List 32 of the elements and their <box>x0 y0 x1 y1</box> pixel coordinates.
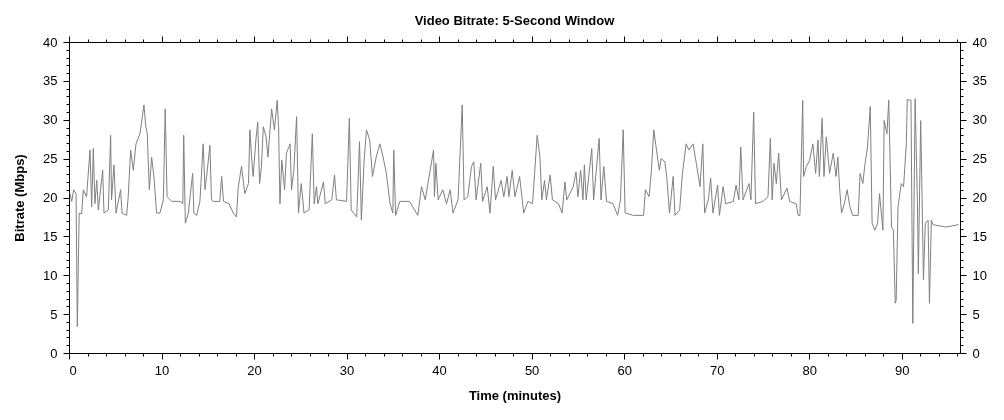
x-tick-label: 80 <box>802 362 817 378</box>
y2-tick-label: 0 <box>972 345 980 361</box>
y-tick-label: 20 <box>43 190 58 205</box>
chart-title: Video Bitrate: 5-Second Window <box>414 12 616 28</box>
y-tick-label: 40 <box>43 34 58 50</box>
x-tick-label: 30 <box>339 362 355 378</box>
y-tick-label: 30 <box>43 112 58 128</box>
y2-tick-label: 20 <box>972 190 987 205</box>
y2-tick-label: 25 <box>972 151 987 167</box>
x-tick-label: 50 <box>524 362 540 378</box>
x-axis-title: Time (minutes) <box>468 387 562 403</box>
y-tick-label: 0 <box>50 345 58 361</box>
x-tick-label: 0 <box>69 362 77 378</box>
line-series <box>69 98 959 328</box>
y-tick-label: 5 <box>50 306 58 322</box>
x-tick-label: 10 <box>154 362 170 378</box>
x-tick-label: 40 <box>432 362 447 378</box>
y-tick-label: 10 <box>43 267 58 283</box>
y2-tick-label: 30 <box>972 112 987 128</box>
y-axis-title: Bitrate (Mbps) <box>12 154 28 242</box>
y2-tick-label: 10 <box>972 267 987 283</box>
x-tick-label: 70 <box>709 362 725 378</box>
y2-tick-label: 40 <box>972 34 987 50</box>
y-tick-label: 35 <box>43 73 58 89</box>
x-tick-label: 20 <box>247 362 262 378</box>
y2-tick-label: 35 <box>972 73 987 89</box>
y2-tick-label: 15 <box>972 228 987 244</box>
y-tick-label: 25 <box>43 151 58 167</box>
x-tick-label: 90 <box>894 362 910 378</box>
y-tick-label: 15 <box>43 228 58 244</box>
y2-tick-label: 5 <box>972 306 980 322</box>
x-tick-label: 60 <box>617 362 632 378</box>
